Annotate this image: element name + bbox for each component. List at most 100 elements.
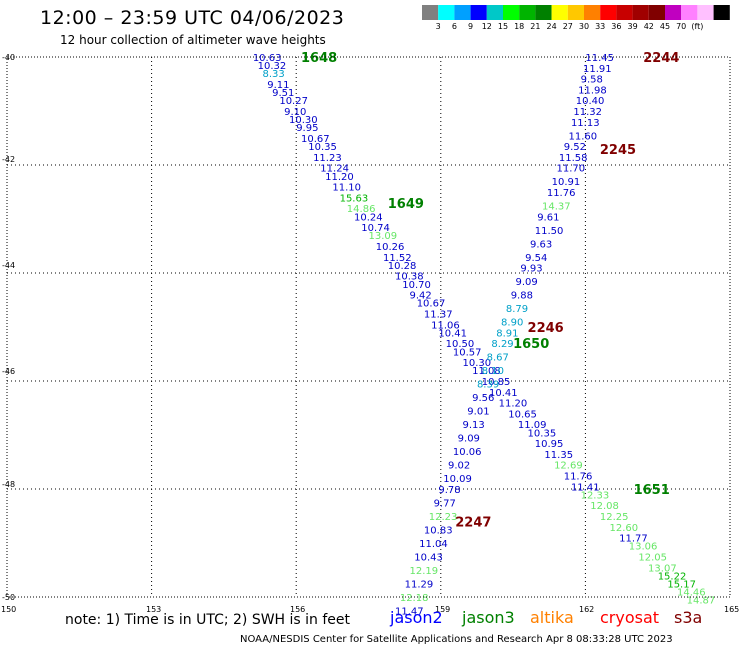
note-text: note: 1) Time is in UTC; 2) SWH is in fe… [65,612,351,628]
wave-height-label: 10.35 [308,142,337,153]
wave-height-label: 15.63 [340,193,369,204]
wave-height-label: 9.63 [530,239,552,250]
track-time-label: 2245 [600,143,636,158]
lat-lon-grid [7,57,730,597]
x-label-156: 156 [290,605,306,614]
wave-height-label: 11.58 [559,153,588,164]
wave-height-label: 10.83 [424,526,453,537]
wave-height-label: 12.25 [600,512,629,523]
wave-height-label: 10.38 [395,272,424,283]
legend-label: (ft) [691,22,704,31]
legend-label: 30 [578,22,590,31]
wave-height-label: 11.04 [419,539,448,550]
track-time-labels: 1648 1649 1650 1651 2244 2245 2246 2247 [301,51,679,530]
wave-height-label: 14.37 [542,202,571,213]
wave-height-label: 9.52 [564,142,586,153]
wave-height-label: 12.19 [409,566,438,577]
wave-height-label: 11.50 [535,226,564,237]
wave-height-label: 10.95 [535,439,564,450]
track-time-label: 1650 [513,337,549,352]
wave-height-label: 11.06 [431,320,460,331]
wave-height-label: 10.27 [279,96,308,107]
wave-height-label: 9.61 [537,212,559,223]
y-label-48: -48 [2,480,16,489]
legend-label: 39 [627,22,638,31]
wave-height-label: 10.50 [446,339,475,350]
footer-credit: NOAA/NESDIS Center for Satellite Applica… [240,634,673,645]
x-label-159: 159 [435,605,451,614]
wave-height-label: 11.37 [424,310,453,321]
y-label-50: -50 [2,593,16,602]
wave-height-label: 11.24 [320,164,349,175]
wave-height-label: 11.45 [585,53,614,64]
legend-swatch [648,5,665,20]
wave-height-label: 10.85 [482,377,511,388]
legend-swatch [519,5,536,20]
wave-height-label: 10.30 [462,358,491,369]
wave-height-points: 10.6310.328.339.119.5110.279.1010.309.95… [253,53,715,618]
legend-swatch [681,5,698,20]
wave-height-label: 10.41 [438,328,467,339]
wave-height-label: 8.39 [477,380,499,391]
wave-height-label: 11.76 [564,472,593,483]
wave-height-label: 9.58 [581,75,603,86]
y-label-44: -44 [2,261,16,270]
wave-height-label: 11.35 [544,450,573,461]
wave-height-label: 10.09 [443,474,472,485]
wave-height-label: 8.33 [262,69,284,80]
wave-height-label: 9.56 [472,393,494,404]
legend-swatch [697,5,714,20]
wave-height-label: 13.07 [648,563,677,574]
legend-label: 36 [611,22,622,31]
wave-height-label: 9.54 [525,253,547,264]
wave-height-label: 15.22 [658,571,687,582]
legend-swatch [486,5,503,20]
wave-height-label: 10.41 [489,388,518,399]
track-time-label: 2247 [455,515,491,530]
wave-height-label: 11.08 [472,366,501,377]
wave-height-label: 10.24 [354,212,383,223]
legend-label: 42 [643,22,654,31]
wave-height-label: 10.32 [258,61,287,72]
sat-altika: altika [530,608,574,627]
wave-height-label: 10.57 [453,347,482,358]
wave-height-label: 9.95 [296,123,318,134]
wave-height-label: 10.30 [289,115,318,126]
legend-swatch [632,5,649,20]
legend-label: 21 [530,22,541,31]
wave-height-label: 12.23 [429,512,458,523]
wave-height-label: 8.91 [496,328,518,339]
wave-height-label: 11.10 [332,183,361,194]
wave-height-label: 10.28 [388,261,417,272]
sat-s3a: s3a [674,608,703,627]
wave-height-label: 11.52 [383,253,412,264]
wave-height-label: 11.29 [405,580,434,591]
wave-height-label: 14.87 [687,596,716,607]
wave-height-label: 8.90 [501,318,523,329]
map-title: 12:00 – 23:59 UTC 04/06/2023 [40,7,345,29]
wave-height-label: 9.77 [434,499,456,510]
wave-height-label: 9.09 [516,277,538,288]
legend-swatch [535,5,552,20]
wave-height-label: 10.65 [508,409,537,420]
wave-height-label: 9.88 [511,291,533,302]
y-label-42: -42 [2,155,16,164]
legend-label: 45 [659,22,671,31]
wave-height-label: 9.11 [267,80,289,91]
legend-swatch [584,5,601,20]
wave-height-label: 10.35 [528,428,557,439]
legend-label: 18 [514,22,525,31]
wave-height-label: 10.74 [361,223,390,234]
track-time-label: 2244 [643,51,679,66]
wave-height-label: 12.18 [400,593,429,604]
wave-height-label: 11.91 [583,64,612,75]
wave-height-label: 11.32 [573,107,602,118]
wave-height-label: 9.09 [458,434,480,445]
wave-height-label: 11.47 [395,607,424,618]
wave-height-label: 8.10 [482,366,504,377]
wave-height-label: 11.76 [547,188,576,199]
legend-swatch [567,5,584,20]
wave-height-label: 10.43 [414,553,443,564]
legend-label: 70 [676,22,687,31]
legend-label: 15 [497,22,509,31]
